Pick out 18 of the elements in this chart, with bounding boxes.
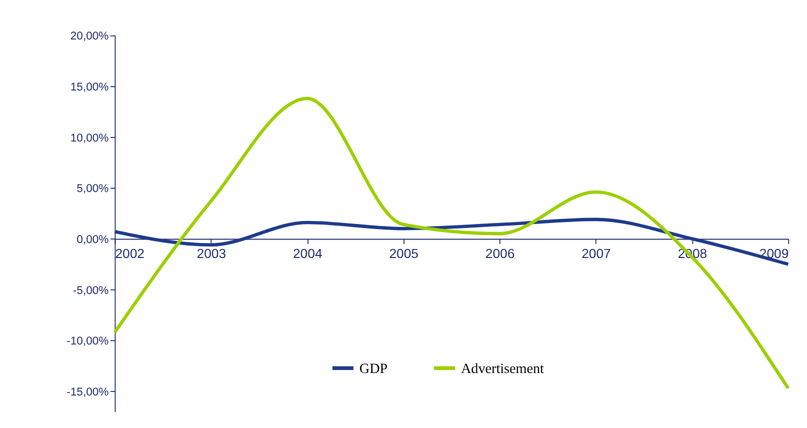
line-series — [113, 218, 790, 266]
y-tick-label: 20,00% — [70, 30, 109, 43]
x-tick-label: 2004 — [292, 246, 322, 262]
y-tick-label: 5,00% — [76, 183, 109, 196]
x-tick-label: 2007 — [582, 246, 611, 262]
y-tick-label: 0,00% — [76, 234, 109, 246]
y-tick-label: -15,00% — [66, 386, 109, 399]
y-tick-label: 10,00% — [70, 132, 109, 144]
x-tick-label: 2006 — [485, 246, 515, 262]
line-series — [113, 96, 790, 390]
y-tick-label: 15,00% — [70, 81, 109, 94]
legend-label: Advertisement — [460, 360, 544, 377]
y-tick-label: -5,00% — [72, 284, 109, 297]
legend-label: GDP — [359, 360, 388, 377]
x-tick-label: 2005 — [389, 246, 418, 262]
x-tick-label: 2002 — [115, 246, 144, 262]
y-tick-label: -10,00% — [66, 336, 109, 348]
x-tick-label: 2003 — [196, 246, 226, 262]
